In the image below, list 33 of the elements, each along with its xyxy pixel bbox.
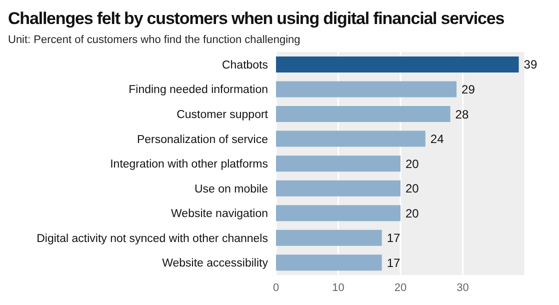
- bar: [276, 180, 400, 196]
- data-label: 29: [462, 82, 476, 96]
- y-tick-label: Finding needed information: [128, 84, 268, 96]
- text: Unit: Percent of customers who find the function challenging: [8, 33, 302, 48]
- bar: [276, 230, 382, 246]
- y-tick-label: Personalization of service: [136, 134, 268, 146]
- bar: [276, 81, 457, 98]
- x-tick-label: 10: [332, 282, 344, 294]
- bar: [276, 205, 400, 222]
- y-tick-label: Integration with other platforms: [110, 158, 268, 171]
- y-tick-label: Customer support: [176, 109, 269, 122]
- data-label: 20: [406, 206, 420, 220]
- data-label: 17: [386, 231, 400, 246]
- y-tick-label: Use on mobile: [194, 183, 268, 196]
- data-label: 20: [406, 156, 420, 171]
- chart-title: Challenges felt by customers when using digital financial services: [8, 8, 506, 30]
- data-label: 20: [406, 182, 420, 196]
- bar: [276, 130, 426, 147]
- bar: [276, 106, 450, 122]
- x-tick-label: 20: [394, 282, 407, 294]
- x-tick-label: 0: [272, 282, 280, 294]
- y-tick-label: Website navigation: [171, 208, 268, 220]
- data-label: 39: [524, 58, 538, 72]
- bar: [276, 156, 400, 172]
- data-label: 17: [386, 256, 400, 270]
- x-tick-label: 30: [456, 282, 469, 294]
- y-tick-label: Chatbots: [222, 59, 268, 72]
- y-tick-label: Website accessibility: [162, 258, 268, 270]
- bar: [276, 254, 382, 271]
- y-tick-label: Digital activity not synced with other channels: [36, 232, 268, 245]
- bar: [276, 56, 519, 72]
- data-label: 24: [430, 132, 444, 146]
- data-label: 28: [455, 107, 469, 122]
